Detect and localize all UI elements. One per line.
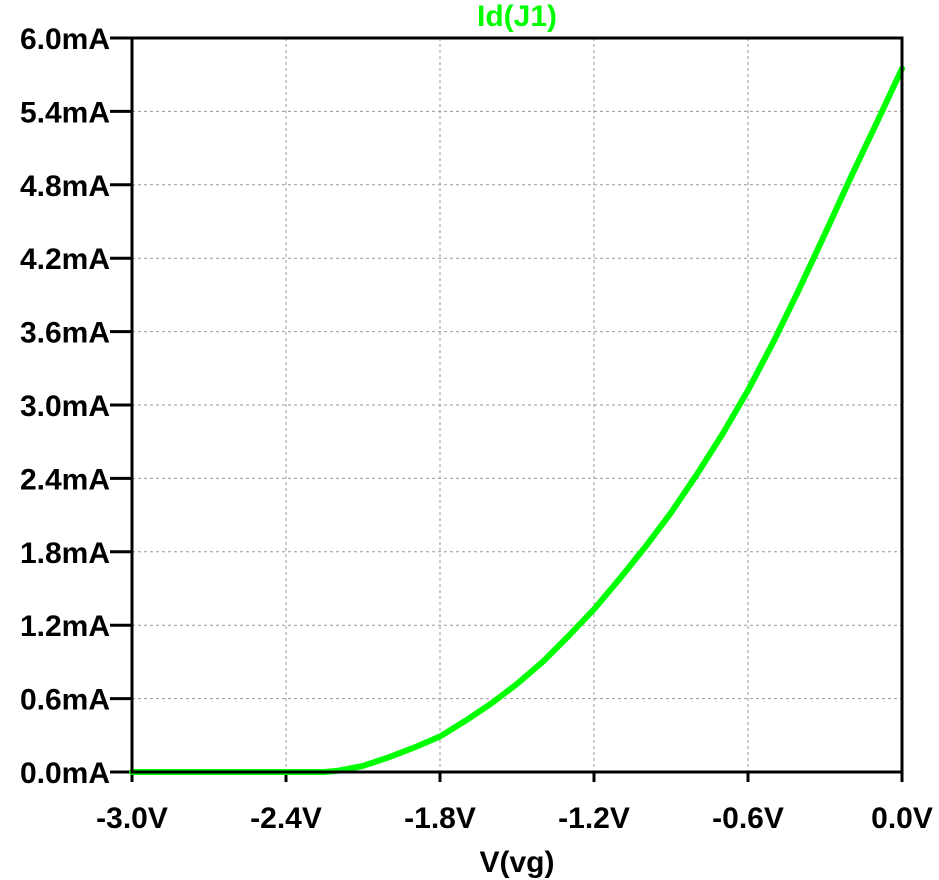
plot-frame: [130, 36, 904, 774]
y-tick-label: 3.6mA: [20, 317, 110, 350]
x-tick-label: -2.4V: [250, 802, 322, 835]
x-tick-label: -1.8V: [404, 802, 476, 835]
y-tick-label: 0.6mA: [20, 684, 110, 717]
y-tick-labels: 0.0mA 0.6mA 1.2mA 1.8mA 2.4mA 3.0mA 3.6mA 4.2mA…: [20, 23, 110, 790]
y-tick-label: 1.8mA: [20, 537, 110, 570]
grid: [132, 38, 902, 772]
x-tick-label: -3.0V: [96, 802, 168, 835]
x-tick-labels: -3.0V -2.4V -1.8V -1.2V -0.6V 0.0V: [96, 802, 933, 835]
x-tick-label: 0.0V: [871, 802, 933, 835]
x-axis-title: V(vg): [480, 846, 555, 879]
series-title: Id(J1): [477, 0, 557, 33]
x-tick-label: -0.6V: [712, 802, 784, 835]
y-tick-label: 4.2mA: [20, 243, 110, 276]
y-tick-label: 0.0mA: [20, 757, 110, 790]
y-tick-label: 2.4mA: [20, 463, 110, 496]
tick-marks: [110, 36, 904, 782]
y-tick-label: 6.0mA: [20, 23, 110, 56]
y-tick-label: 5.4mA: [20, 96, 110, 129]
y-tick-label: 3.0mA: [20, 390, 110, 423]
x-tick-label: -1.2V: [558, 802, 630, 835]
y-tick-label: 4.8mA: [20, 170, 110, 203]
y-tick-label: 1.2mA: [20, 610, 110, 643]
